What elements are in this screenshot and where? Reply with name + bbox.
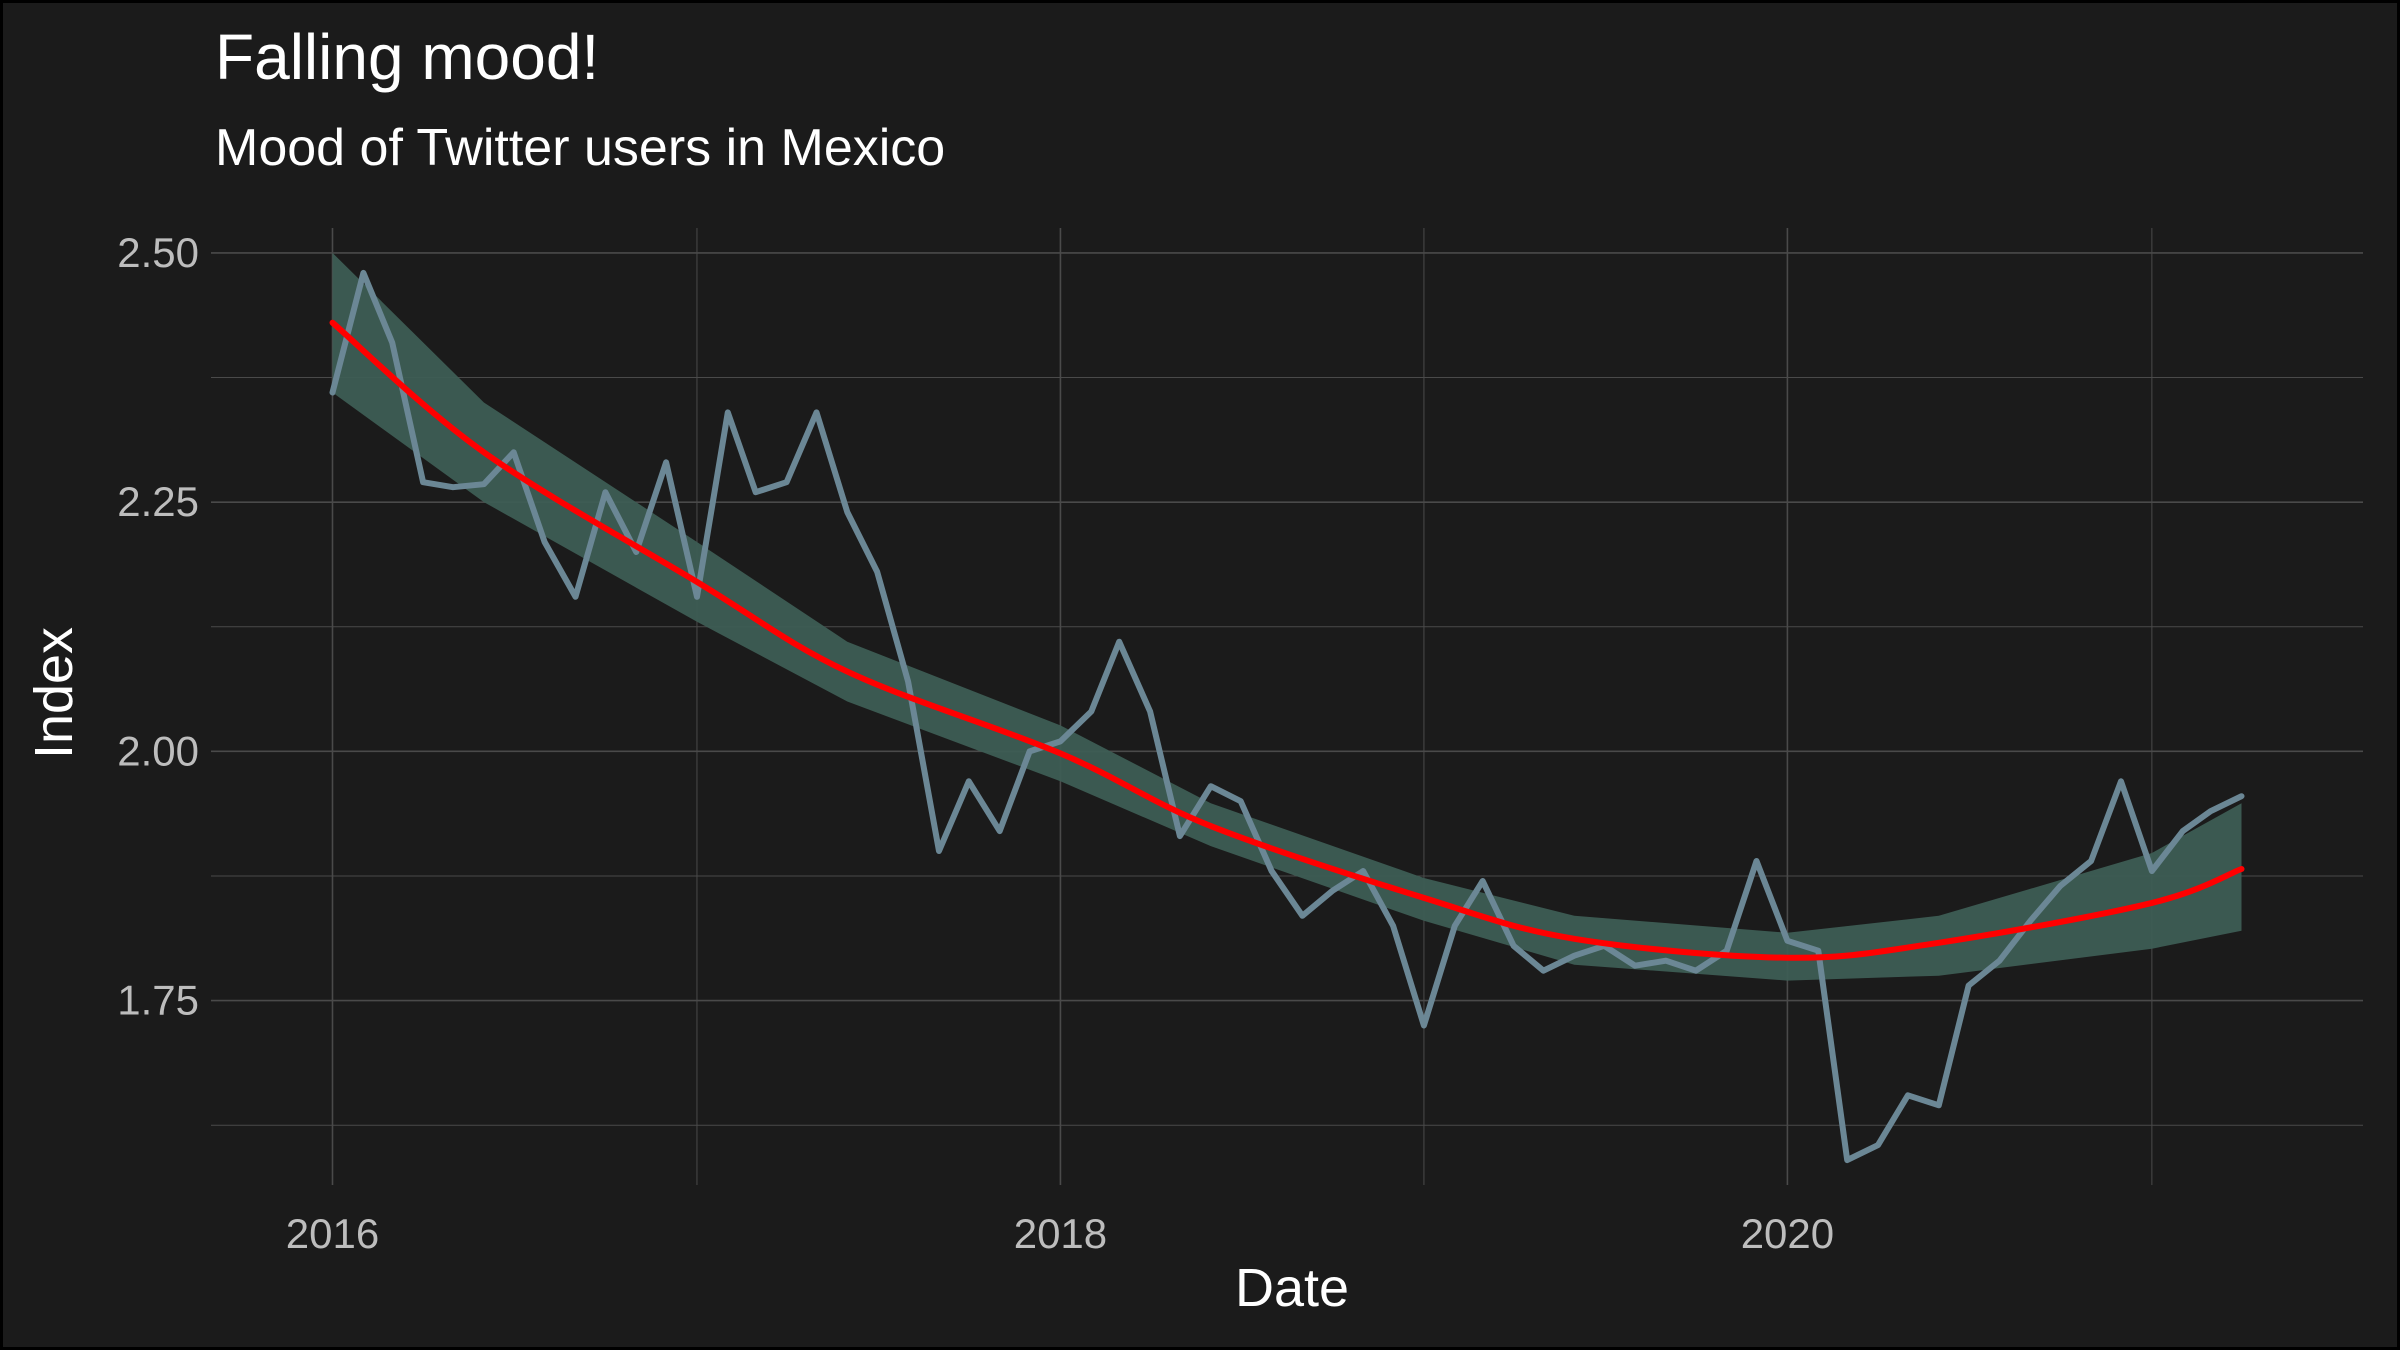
x-axis-title: Date	[1235, 1258, 1349, 1318]
y-tick-label: 2.00	[117, 727, 199, 774]
chart: Falling mood! Mood of Twitter users in M…	[24, 21, 2363, 1318]
x-tick-label: 2020	[1741, 1210, 1834, 1257]
trend-group	[329, 319, 2245, 961]
y-axis-title: Index	[24, 627, 84, 759]
tick-labels: 1.75 2.00 2.25 2.50 2016 2018 2020	[117, 229, 1834, 1257]
chart-subtitle: Mood of Twitter users in Mexico	[215, 119, 945, 177]
x-tick-label: 2016	[286, 1210, 379, 1257]
chart-title: Falling mood!	[215, 21, 599, 93]
y-tick-label: 2.25	[117, 478, 199, 525]
y-tick-label: 2.50	[117, 229, 199, 276]
series-group	[329, 269, 2245, 1164]
series-line	[329, 269, 2245, 1164]
y-tick-label: 1.75	[117, 977, 199, 1024]
trend-line	[329, 319, 2245, 961]
confidence-band-group	[332, 252, 2242, 981]
grid	[211, 228, 2363, 1185]
chart-frame: Falling mood! Mood of Twitter users in M…	[3, 3, 2397, 1347]
confidence-band	[332, 252, 2242, 981]
x-tick-label: 2018	[1014, 1210, 1107, 1257]
